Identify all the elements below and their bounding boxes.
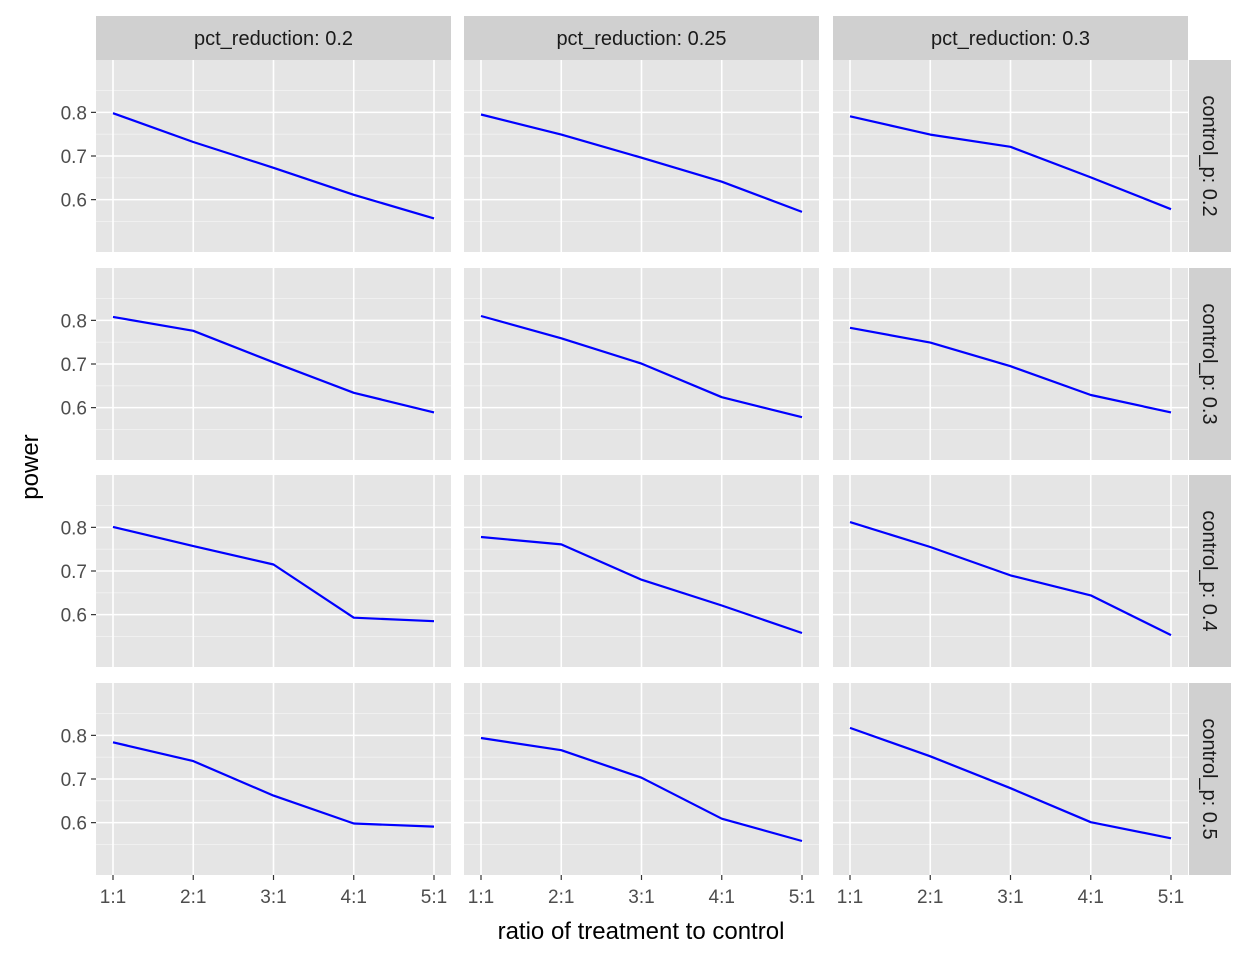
series-line xyxy=(849,115,1172,211)
column-strip-label: pct_reduction: 0.25 xyxy=(556,28,726,50)
y-tick-label: 0.7 xyxy=(61,147,87,168)
row-strip xyxy=(1189,60,1231,252)
column-strip xyxy=(96,16,451,60)
x-tick-label: 2:1 xyxy=(917,887,943,908)
facet-panel xyxy=(464,268,819,460)
facet-panel xyxy=(96,475,451,667)
row-strip xyxy=(1189,268,1231,460)
y-axes: 0.6 0.7 0.8 0.6 0.7 0.8 0.6 0.7 0.8 0.6 0.7 0.8 xyxy=(61,103,96,835)
y-tick-label: 0.8 xyxy=(61,518,87,539)
x-tick-label: 1:1 xyxy=(837,887,863,908)
facet-panel xyxy=(96,268,451,460)
series-line xyxy=(849,726,1172,840)
x-tick-label: 5:1 xyxy=(421,887,447,908)
series-line xyxy=(112,112,435,220)
y-axis-title: power xyxy=(17,434,44,499)
facet-panel xyxy=(833,475,1188,667)
facet-panel xyxy=(464,683,819,875)
series-line xyxy=(849,521,1172,637)
row-strip xyxy=(1189,683,1231,875)
column-strip-label: pct_reduction: 0.3 xyxy=(931,28,1090,50)
y-tick-label: 0.6 xyxy=(61,814,87,835)
x-tick-label: 1:1 xyxy=(100,887,126,908)
row-strip xyxy=(1189,475,1231,667)
y-tick-label: 0.7 xyxy=(61,770,87,791)
x-tick-label: 2:1 xyxy=(180,887,206,908)
y-tick-label: 0.8 xyxy=(61,311,87,332)
x-tick-label: 3:1 xyxy=(628,887,654,908)
row-strip-label: control_p: 0.2 xyxy=(1198,95,1220,216)
series-line xyxy=(480,535,803,635)
facet-panel xyxy=(833,683,1188,875)
facet-panel xyxy=(833,60,1188,252)
y-tick-label: 0.7 xyxy=(61,562,87,583)
series-line xyxy=(849,326,1172,414)
x-tick-label: 1:1 xyxy=(468,887,494,908)
row-strip-label: control_p: 0.5 xyxy=(1198,718,1220,839)
x-tick-label: 4:1 xyxy=(1078,887,1104,908)
x-tick-label: 3:1 xyxy=(997,887,1023,908)
column-strip-label: pct_reduction: 0.2 xyxy=(194,28,353,50)
column-strip xyxy=(833,16,1188,60)
facet-panel xyxy=(464,475,819,667)
facet-panel xyxy=(96,683,451,875)
series-line xyxy=(480,314,803,419)
series-line xyxy=(112,315,435,414)
y-tick-label: 0.6 xyxy=(61,399,87,420)
y-tick-label: 0.6 xyxy=(61,606,87,627)
y-tick-label: 0.8 xyxy=(61,103,87,124)
facet-panel xyxy=(96,60,451,252)
row-strip-label: control_p: 0.4 xyxy=(1198,510,1220,631)
row-strip-label: control_p: 0.3 xyxy=(1198,303,1220,424)
series-line xyxy=(112,741,435,828)
row-facet-strips: control_p: 0.2 control_p: 0.3 control_p: 0… xyxy=(1189,60,1231,875)
series-line xyxy=(480,113,803,213)
y-tick-label: 0.8 xyxy=(61,726,87,747)
x-tick-label: 5:1 xyxy=(1158,887,1184,908)
x-axes: 1:1 2:1 3:1 4:1 5:1 1:1 2:1 3:1 4:1 5:1 1:1 2:1 3:1 4… xyxy=(100,875,1184,908)
series-line xyxy=(480,736,803,843)
column-strip xyxy=(464,16,819,60)
x-tick-label: 4:1 xyxy=(709,887,735,908)
series-line xyxy=(112,525,435,623)
y-tick-label: 0.6 xyxy=(61,191,87,212)
x-axis-title: ratio of treatment to control xyxy=(498,918,785,945)
x-tick-label: 5:1 xyxy=(789,887,815,908)
facet-panel xyxy=(464,60,819,252)
x-tick-label: 3:1 xyxy=(260,887,286,908)
facet-panels xyxy=(96,60,1188,875)
x-tick-label: 4:1 xyxy=(341,887,367,908)
column-facet-strips: pct_reduction: 0.2 pct_reduction: 0.25 pct… xyxy=(96,16,1188,60)
y-tick-label: 0.7 xyxy=(61,355,87,376)
facet-panel xyxy=(833,268,1188,460)
x-tick-label: 2:1 xyxy=(548,887,574,908)
